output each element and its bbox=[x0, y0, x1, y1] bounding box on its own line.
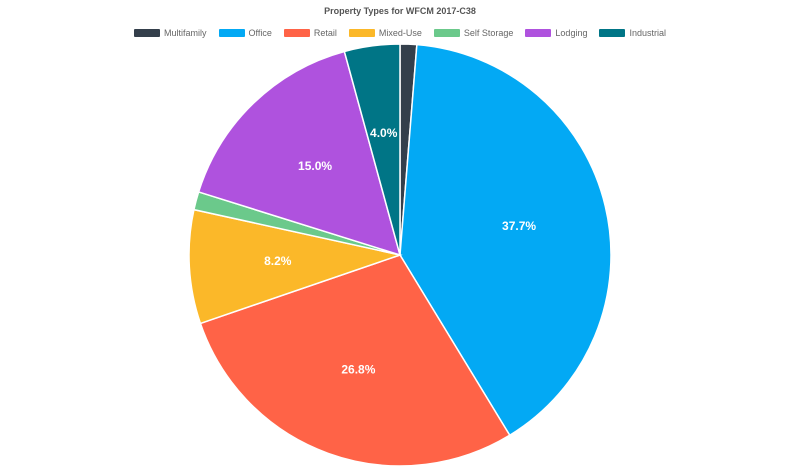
pie-slice-mixed-use[interactable] bbox=[188, 208, 403, 325]
legend-label: Retail bbox=[313, 28, 337, 38]
legend-swatch bbox=[134, 29, 160, 37]
data-label-industrial: 4.0% bbox=[370, 126, 398, 140]
data-label-lodging: 15.0% bbox=[298, 159, 332, 173]
legend-label: Multifamily bbox=[164, 28, 207, 38]
legend-swatch bbox=[283, 29, 310, 37]
legend: Multifamily Office Retail Mixed-Use Self Sto… bbox=[0, 28, 800, 38]
legend-item-industrial[interactable]: Industrial bbox=[599, 28, 666, 38]
legend-swatch bbox=[218, 29, 245, 37]
legend-item-retail[interactable]: Retail bbox=[283, 28, 337, 38]
legend-item-lodging[interactable]: Lodging bbox=[525, 28, 587, 38]
pie-slice-industrial[interactable] bbox=[343, 43, 401, 256]
legend-swatch bbox=[525, 29, 552, 37]
data-label-retail: 26.8% bbox=[341, 362, 375, 376]
legend-item-office[interactable]: Office bbox=[218, 28, 272, 38]
chart-title: Property Types for WFCM 2017-C38 bbox=[324, 6, 476, 16]
pie-slice-office[interactable] bbox=[399, 43, 612, 437]
legend-label: Self Storage bbox=[463, 28, 514, 38]
pie-slice-retail[interactable] bbox=[199, 254, 511, 467]
legend-swatch bbox=[433, 29, 460, 37]
data-label-office: 37.7% bbox=[502, 219, 536, 233]
legend-item-multifamily[interactable]: Multifamily bbox=[134, 28, 207, 38]
legend-swatch bbox=[348, 29, 375, 37]
legend-label: Lodging bbox=[555, 28, 588, 38]
legend-label: Office bbox=[248, 28, 272, 38]
legend-item-self-storage[interactable]: Self Storage bbox=[433, 28, 514, 38]
data-label-mixed-use: 8.2% bbox=[264, 254, 292, 268]
legend-label: Industrial bbox=[629, 28, 666, 38]
legend-item-mixed-use[interactable]: Mixed-Use bbox=[348, 28, 422, 38]
legend-label: Mixed-Use bbox=[378, 28, 422, 38]
legend-swatch bbox=[599, 29, 626, 37]
pie-slice-lodging[interactable] bbox=[197, 50, 402, 257]
